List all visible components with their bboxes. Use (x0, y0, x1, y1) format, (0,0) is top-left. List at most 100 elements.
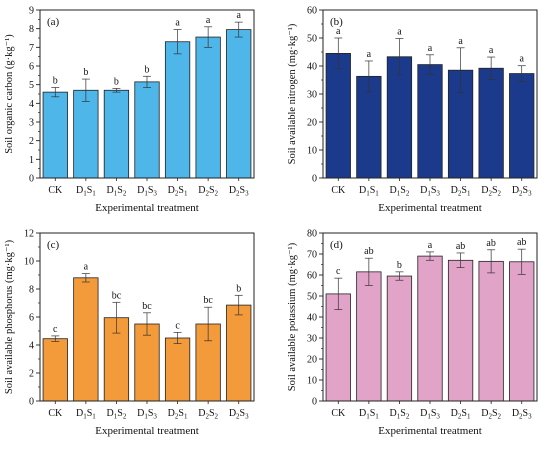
x-tick-label-0: CK (331, 185, 346, 196)
x-tick-label-5: D2S2 (198, 185, 218, 198)
y-tick-label: 50 (307, 292, 317, 303)
y-axis-title: Soil available potassium (mg·kg⁻¹) (287, 242, 298, 391)
y-tick-label: 1 (29, 155, 34, 166)
y-tick-label: 0 (312, 397, 317, 408)
chart-panel-1: b b b b a a a 0 1 2 3 4 5 6 7 8 9 CK D1S1 D1S2 D1S3 D2S1 D2S2 D… (4, 6, 255, 214)
bar-D2S2 (478, 67, 504, 179)
y-tick-label: 4 (29, 99, 34, 110)
y-tick-label: 6 (29, 313, 34, 324)
y-tick-label: 10 (307, 376, 317, 387)
x-tick-label-0: CK (331, 408, 346, 419)
y-tick-label: 3 (29, 118, 34, 129)
y-tick-label: 60 (307, 6, 317, 17)
bar-D1S1 (356, 75, 382, 179)
chart-panel-2: a a a a a a a 0 10 20 30 40 50 60 CK D1S1 D1S2 D1S3 D2S1 D2… (287, 6, 538, 214)
significance-letter-D2S2: a (206, 15, 211, 26)
x-axis-title: Experimental treatment (378, 202, 482, 214)
bar-D1S1 (73, 89, 99, 179)
x-tick-label-0: CK (48, 185, 63, 196)
y-tick-label: 9 (29, 6, 34, 17)
x-tick-label-4: D2S1 (168, 408, 188, 421)
y-tick-label: 20 (307, 118, 317, 129)
bar-D1S2 (103, 317, 130, 402)
y-tick-label: 50 (307, 34, 317, 45)
significance-letter-D2S1: ab (456, 241, 465, 252)
significance-letter-D2S2: bc (203, 295, 213, 306)
significance-letter-D2S3: ab (517, 237, 526, 248)
bar-D1S2 (386, 56, 413, 179)
y-tick-label: 0 (29, 397, 34, 408)
y-tick-label: 10 (24, 257, 34, 268)
panel-label: (d) (330, 239, 343, 251)
y-tick-label: 5 (29, 80, 34, 91)
x-tick-label-6: D2S3 (512, 185, 532, 198)
significance-letter-D1S1: ab (364, 246, 373, 257)
x-tick-label-3: D1S3 (420, 185, 440, 198)
y-tick-label: 8 (29, 285, 34, 296)
y-tick-label: 2 (29, 136, 34, 147)
significance-letter-D1S3: b (145, 64, 150, 75)
bar-D1S3 (417, 64, 443, 179)
x-tick-label-2: D1S2 (390, 408, 410, 421)
significance-letter-D1S2: bc (112, 290, 122, 301)
x-tick-label-5: D2S2 (481, 408, 501, 421)
x-axis-title: Experimental treatment (95, 202, 199, 214)
bar-D2S3 (226, 304, 252, 402)
y-tick-label: 30 (307, 334, 317, 345)
panel-label: (a) (47, 16, 60, 28)
significance-letter-D1S3: a (428, 43, 433, 54)
bar-D1S1 (356, 271, 382, 402)
significance-letter-CK: c (53, 324, 58, 335)
bar-D2S1 (164, 337, 191, 402)
bar-D1S2 (103, 89, 130, 179)
x-tick-label-4: D2S1 (451, 185, 471, 198)
bar-D1S3 (417, 255, 443, 402)
significance-letter-D2S1: a (175, 18, 180, 29)
y-tick-label: 0 (312, 174, 317, 185)
bar-D2S2 (478, 260, 504, 402)
significance-letter-D1S2: b (397, 260, 402, 271)
bar-D2S3 (226, 29, 252, 179)
bar-D2S1 (447, 259, 474, 402)
panel-label: (c) (47, 239, 60, 251)
significance-letter-CK: b (53, 75, 58, 86)
bar-D1S1 (73, 277, 99, 402)
x-tick-label-2: D1S2 (107, 408, 127, 421)
bar-D1S3 (134, 323, 160, 402)
x-tick-label-1: D1S1 (76, 185, 96, 198)
x-tick-label-6: D2S3 (229, 408, 249, 421)
x-tick-label-3: D1S3 (137, 408, 157, 421)
x-tick-label-1: D1S1 (359, 185, 379, 198)
significance-letter-D2S3: b (236, 283, 241, 294)
y-tick-label: 7 (29, 43, 34, 54)
significance-letter-CK: c (336, 266, 341, 277)
y-tick-label: 40 (307, 62, 317, 73)
y-tick-label: 40 (307, 313, 317, 324)
y-tick-label: 20 (307, 355, 317, 366)
bar-D2S1 (447, 69, 474, 179)
significance-letter-D2S2: a (489, 45, 494, 56)
x-axis-title: Experimental treatment (378, 425, 482, 437)
significance-letter-D2S3: a (236, 10, 241, 21)
y-tick-label: 60 (307, 271, 317, 282)
x-tick-label-6: D2S3 (512, 408, 532, 421)
x-tick-label-4: D2S1 (168, 185, 188, 198)
chart-panel-3: c a bc bc c bc b 0 2 4 6 8 10 12 CK D1S1 D1S2 D1S3 D2S1 D2S… (4, 229, 255, 437)
significance-letter-D1S1: a (84, 262, 89, 273)
significance-letter-D2S2: ab (486, 238, 495, 249)
x-tick-label-5: D2S2 (198, 408, 218, 421)
y-tick-label: 12 (24, 229, 34, 240)
significance-letter-D1S1: b (83, 67, 88, 78)
panel-label: (b) (330, 16, 343, 28)
significance-letter-CK: a (336, 26, 341, 37)
x-tick-label-2: D1S2 (390, 185, 410, 198)
y-tick-label: 6 (29, 62, 34, 73)
y-tick-label: 8 (29, 24, 34, 35)
x-tick-label-1: D1S1 (359, 408, 379, 421)
y-tick-label: 4 (29, 341, 34, 352)
x-tick-label-6: D2S3 (229, 185, 249, 198)
y-tick-label: 70 (307, 250, 317, 261)
y-axis-title: Soil available nitrogen (mg·kg⁻¹) (287, 23, 298, 164)
y-axis-title: Soil organic carbon (g·kg⁻¹) (4, 34, 15, 154)
x-tick-label-3: D1S3 (137, 185, 157, 198)
